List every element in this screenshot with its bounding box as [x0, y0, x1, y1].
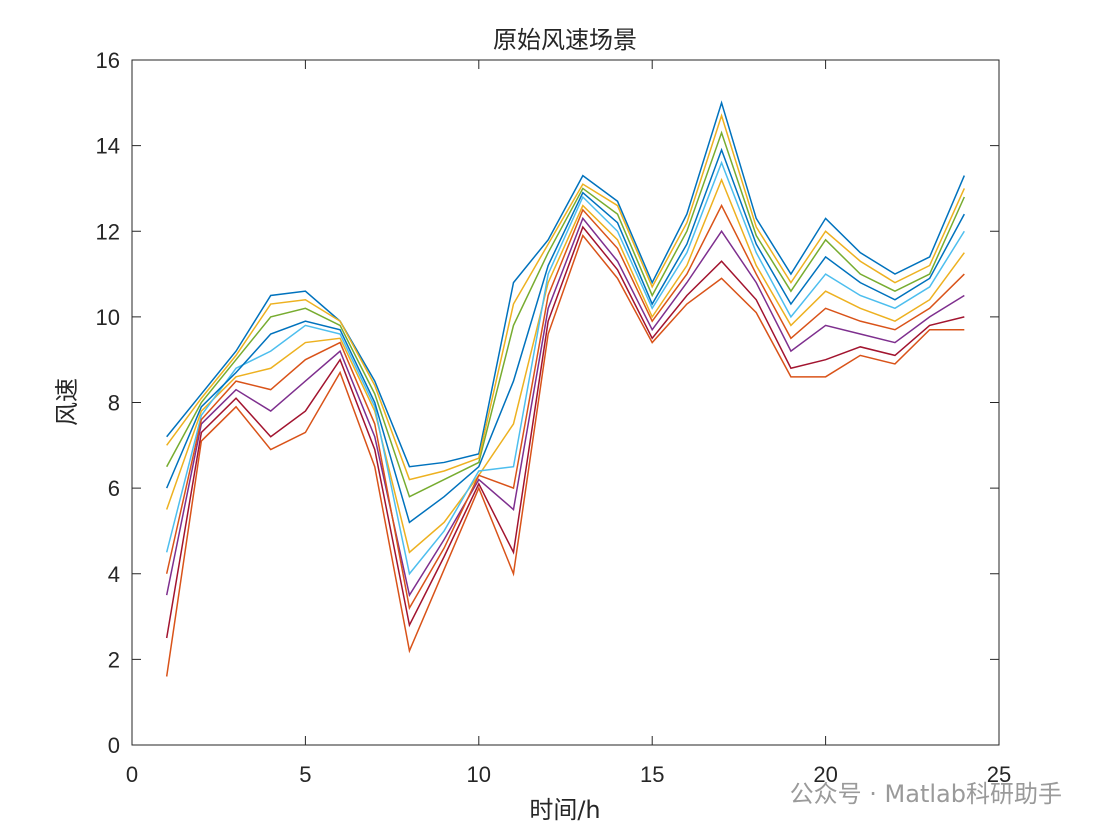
- x-tick-label: 25: [987, 762, 1011, 787]
- x-tick-label: 20: [813, 762, 837, 787]
- y-tick-label: 14: [96, 134, 120, 159]
- y-tick-label: 12: [96, 219, 120, 244]
- y-tick-label: 16: [96, 48, 120, 73]
- chart-title: 原始风速场景: [493, 26, 637, 54]
- y-tick-label: 2: [108, 647, 120, 672]
- y-tick-label: 10: [96, 305, 120, 330]
- x-tick-label: 10: [467, 762, 491, 787]
- series-line: [165, 216, 965, 598]
- x-tick-label: 5: [299, 762, 311, 787]
- x-tick-label: 0: [126, 762, 138, 787]
- series-line: [165, 234, 965, 677]
- series-line: [165, 160, 965, 576]
- series-line: [165, 147, 965, 524]
- series-line: [165, 203, 965, 611]
- series-line: [166, 100, 966, 468]
- x-tick-label: 15: [640, 762, 664, 787]
- x-axis-label: 时间/h: [529, 796, 600, 824]
- y-tick-label: 6: [108, 476, 120, 501]
- series-line: [165, 177, 965, 554]
- y-tick-label: 0: [108, 733, 120, 758]
- plot-area: [131, 59, 1000, 746]
- y-tick-label: 8: [108, 391, 120, 416]
- series-line: [166, 113, 966, 481]
- series-line: [165, 225, 965, 639]
- y-tick-label: 4: [108, 562, 120, 587]
- y-axis-label: 风速: [53, 378, 81, 426]
- watermark: 公众号 · Matlab科研助手: [790, 780, 1062, 808]
- series-line: [166, 130, 966, 498]
